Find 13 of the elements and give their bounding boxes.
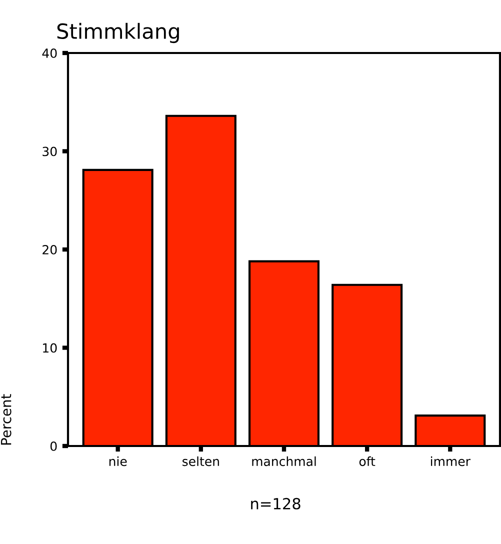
y-tick-label: 10 xyxy=(43,343,57,353)
y-tick-label: 20 xyxy=(42,244,57,254)
y-tick-label: 0 xyxy=(50,441,57,451)
y-tick-label: 30 xyxy=(42,146,57,156)
text: n=128 xyxy=(251,498,300,510)
x-tick-label: selten xyxy=(182,456,219,466)
x-tick-label: oft xyxy=(359,456,376,466)
y-tick-label: 40 xyxy=(42,48,57,58)
chart-title: Stimmklang xyxy=(57,22,179,44)
y-axis-title: Percent xyxy=(0,394,12,445)
x-tick-label: nie xyxy=(109,456,127,466)
x-tick-label: immer xyxy=(431,456,470,466)
x-tick-label: manchmal xyxy=(252,456,316,466)
